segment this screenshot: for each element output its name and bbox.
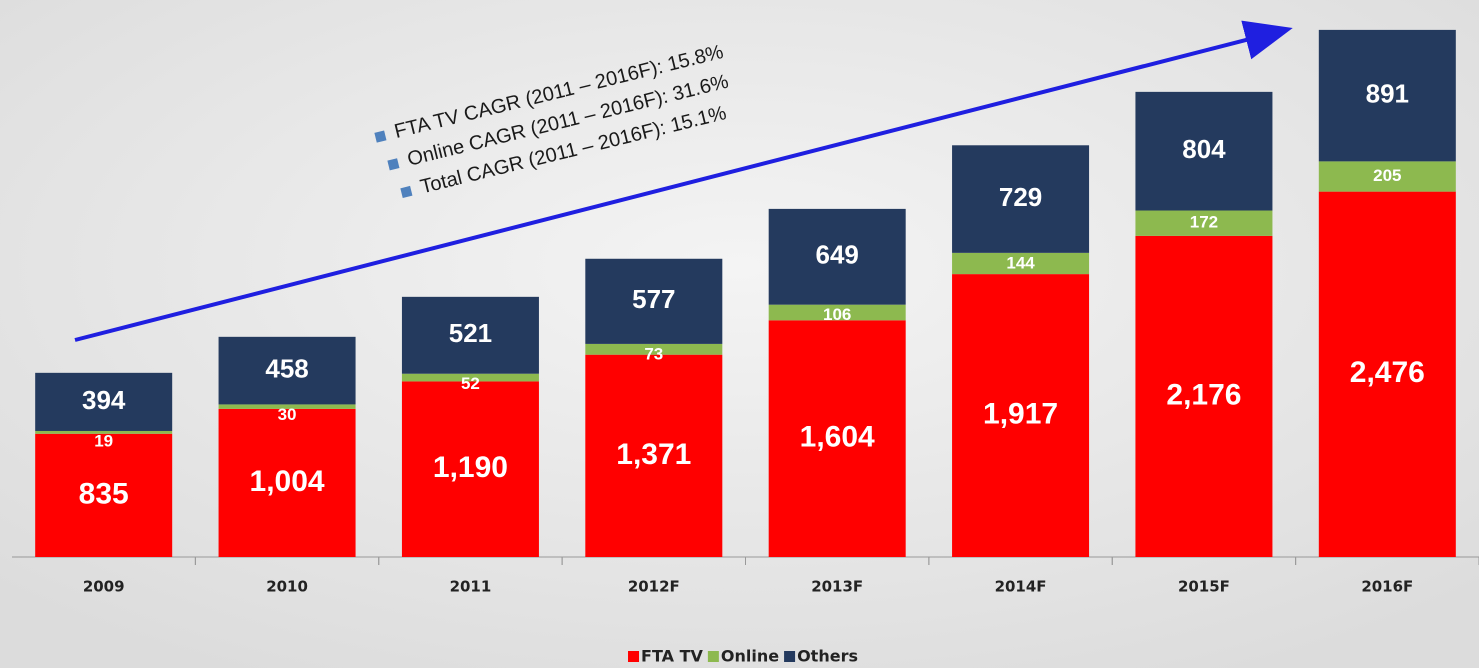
bar-segment <box>768 320 906 557</box>
data-label: 1,917 <box>983 397 1058 430</box>
data-label: 1,004 <box>250 465 325 498</box>
data-label: 649 <box>815 240 858 270</box>
x-tick-label: 2015F <box>1178 578 1230 596</box>
bar-segment <box>768 304 906 321</box>
data-label: 729 <box>999 182 1042 212</box>
bar-segment <box>1318 29 1456 162</box>
legend-label: Online <box>721 647 779 666</box>
legend-swatch <box>707 651 719 662</box>
x-tick-label: 2009 <box>83 578 125 596</box>
bar-segment <box>35 372 173 431</box>
bar-segment <box>401 381 539 557</box>
x-tick-label: 2014F <box>995 578 1047 596</box>
bar-segment <box>218 404 356 409</box>
x-tick-label: 2013F <box>811 578 863 596</box>
bar-segment <box>35 430 173 434</box>
data-label: 2,176 <box>1166 378 1241 411</box>
bar-segment <box>1135 235 1273 557</box>
trend-arrow <box>74 20 1293 342</box>
legend-swatch <box>628 651 640 662</box>
data-label: 144 <box>1006 253 1035 272</box>
data-label: 1,190 <box>433 451 508 484</box>
data-label: 30 <box>278 405 297 424</box>
legend-swatch <box>784 651 796 662</box>
bar-segment <box>218 408 356 557</box>
x-tick-label: 2016F <box>1361 578 1413 596</box>
data-label: 2,476 <box>1350 356 1425 389</box>
x-tick-label: 2010 <box>266 578 308 596</box>
data-label: 804 <box>1182 134 1226 164</box>
data-label: 394 <box>82 385 126 415</box>
bullet <box>374 130 387 143</box>
data-label: 835 <box>79 477 129 510</box>
data-label: 577 <box>632 284 675 314</box>
bar-segment <box>35 433 173 557</box>
data-label: 891 <box>1366 79 1409 109</box>
bar-segment <box>1135 91 1273 211</box>
data-label: 73 <box>644 344 663 363</box>
legend: FTA TV Online Others <box>628 647 858 666</box>
bar-segment <box>1318 161 1456 192</box>
data-label: 458 <box>265 353 308 383</box>
x-tick-label: 2012F <box>628 578 680 596</box>
bar-segment <box>952 274 1090 557</box>
bar-segment <box>952 252 1090 275</box>
legend-label: FTA TV <box>641 647 703 666</box>
data-label: 52 <box>461 374 480 393</box>
bar-segment <box>585 343 723 355</box>
bar-segment <box>585 258 723 344</box>
legend-label: Others <box>797 647 858 666</box>
bar-segment <box>585 354 723 557</box>
bar-segment <box>768 208 906 305</box>
data-label: 106 <box>823 305 851 324</box>
data-label: 205 <box>1373 166 1401 185</box>
data-label: 19 <box>94 431 113 450</box>
bar-segment <box>401 373 539 382</box>
data-label: 1,604 <box>800 421 875 454</box>
bullet <box>387 158 400 171</box>
bar-segment <box>1318 191 1456 558</box>
data-label: 1,371 <box>616 438 691 471</box>
bar-segment <box>1135 210 1273 236</box>
data-label: 521 <box>449 318 492 348</box>
x-tick-label: 2011 <box>450 578 492 596</box>
data-label: 172 <box>1190 213 1218 232</box>
bar-segment <box>218 336 356 405</box>
bullet <box>400 185 413 199</box>
bar-segment <box>952 145 1090 253</box>
bar-segment <box>401 296 539 374</box>
